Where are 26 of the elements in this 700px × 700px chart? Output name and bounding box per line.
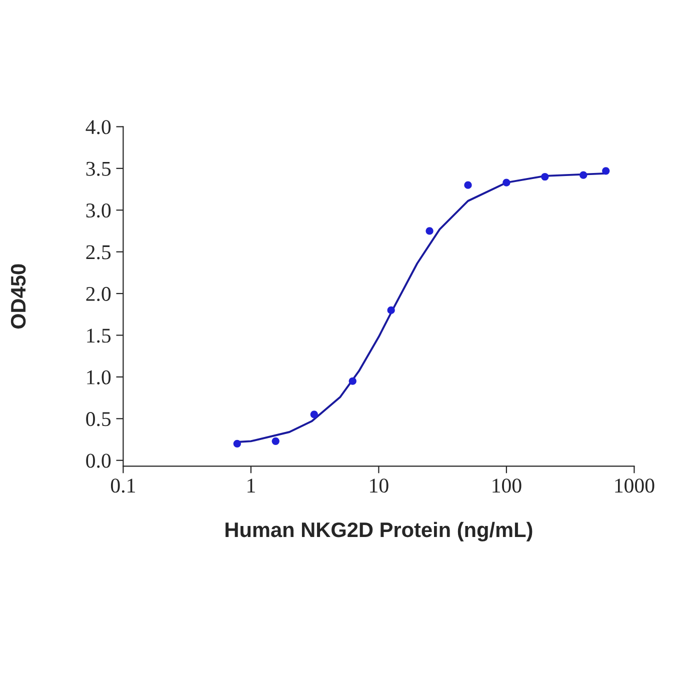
y-tick-label: 0.5 <box>86 412 111 426</box>
y-axis-title: OD450 <box>10 264 26 329</box>
y-tick-label: 0.0 <box>86 454 111 468</box>
point <box>464 181 472 189</box>
y-tick-label: 1.0 <box>87 370 111 384</box>
point <box>541 172 549 181</box>
point <box>348 377 356 385</box>
y-tick-label: 3.5 <box>86 162 111 176</box>
y-tick-label: 2.5 <box>86 245 111 260</box>
x-tick-label: 1 <box>248 478 255 492</box>
point <box>502 178 510 186</box>
point <box>580 171 588 179</box>
point <box>272 437 280 445</box>
point <box>426 227 434 235</box>
x-tick-label: 0.1 <box>110 478 135 493</box>
point <box>233 440 241 448</box>
y-tick-label: 4.0 <box>86 120 111 134</box>
point <box>387 306 395 314</box>
x-tick-label: 100 <box>492 478 522 493</box>
x-tick-label: 1000 <box>615 478 654 493</box>
x-axis-title: Human NKG2D Protein (ng/mL) <box>226 522 532 542</box>
point <box>310 410 318 418</box>
x-tick-label: 10 <box>370 478 388 493</box>
y-tick-label: 2.0 <box>86 286 111 302</box>
y-tick-label: 3.0 <box>86 203 111 218</box>
y-tick-label: 1.5 <box>87 328 111 343</box>
